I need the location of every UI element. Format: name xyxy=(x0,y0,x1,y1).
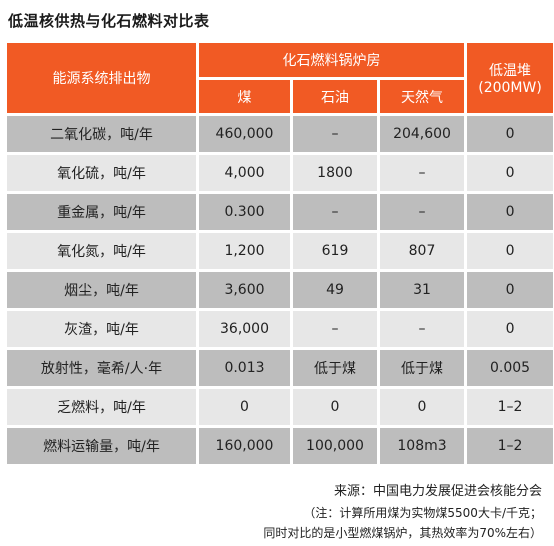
cell-nuclear: 0 xyxy=(467,311,554,347)
cell-nuclear: 0 xyxy=(467,116,554,152)
cell-oil: – xyxy=(293,311,377,347)
cell-nuclear: 1–2 xyxy=(467,428,554,464)
comparison-table: 能源系统排出物 化石燃料锅炉房 低温堆 (200MW) 煤 石油 天然气 二氧化… xyxy=(4,40,554,467)
cell-gas: 31 xyxy=(380,272,465,308)
cell-nuclear: 0 xyxy=(467,233,554,269)
header-emission: 能源系统排出物 xyxy=(7,43,196,113)
cell-oil: 低于煤 xyxy=(293,350,377,386)
cell-oil: – xyxy=(293,194,377,230)
row-label: 氧化氮，吨/年 xyxy=(7,233,196,269)
cell-coal: 4,000 xyxy=(199,155,290,191)
table-row: 放射性，毫希/人·年 0.013 低于煤 低于煤 0.005 xyxy=(7,350,554,386)
row-label: 放射性，毫希/人·年 xyxy=(7,350,196,386)
header-nuclear-line1: 低温堆 xyxy=(489,63,532,79)
table-row: 乏燃料，吨/年 0 0 0 1–2 xyxy=(7,389,554,425)
row-label: 燃料运输量，吨/年 xyxy=(7,428,196,464)
row-label: 氧化硫，吨/年 xyxy=(7,155,196,191)
cell-nuclear: 0 xyxy=(467,272,554,308)
source-credit: 来源：中国电力发展促进会核能分会 xyxy=(333,484,542,499)
cell-nuclear: 0 xyxy=(467,194,554,230)
footnote-line-2: 同时对比的是小型燃煤锅炉，其热效率为70%左右） xyxy=(263,526,542,540)
cell-coal: 0.013 xyxy=(199,350,290,386)
cell-gas: – xyxy=(380,311,465,347)
header-nuclear: 低温堆 (200MW) xyxy=(467,43,554,113)
header-oil: 石油 xyxy=(293,80,377,113)
cell-gas: 低于煤 xyxy=(380,350,465,386)
cell-gas: 0 xyxy=(380,389,465,425)
table-row: 灰渣，吨/年 36,000 – – 0 xyxy=(7,311,554,347)
page-title: 低温核供热与化石燃料对比表 xyxy=(8,12,210,30)
table-row: 氧化硫，吨/年 4,000 1800 – 0 xyxy=(7,155,554,191)
cell-coal: 3,600 xyxy=(199,272,290,308)
table-row: 重金属，吨/年 0.300 – – 0 xyxy=(7,194,554,230)
cell-gas: 204,600 xyxy=(380,116,465,152)
cell-gas: 807 xyxy=(380,233,465,269)
row-label: 烟尘，吨/年 xyxy=(7,272,196,308)
cell-nuclear: 0.005 xyxy=(467,350,554,386)
cell-nuclear: 0 xyxy=(467,155,554,191)
cell-coal: 1,200 xyxy=(199,233,290,269)
row-label: 乏燃料，吨/年 xyxy=(7,389,196,425)
header-fossil-group: 化石燃料锅炉房 xyxy=(199,43,465,77)
footnote-line-1: （注：计算所用煤为实物煤5500大卡/千克； xyxy=(303,506,542,520)
cell-oil: 49 xyxy=(293,272,377,308)
cell-oil: 1800 xyxy=(293,155,377,191)
row-label: 灰渣，吨/年 xyxy=(7,311,196,347)
cell-gas: 108m3 xyxy=(380,428,465,464)
cell-gas: – xyxy=(380,155,465,191)
table-row: 二氧化碳，吨/年 460,000 – 204,600 0 xyxy=(7,116,554,152)
table-row: 烟尘，吨/年 3,600 49 31 0 xyxy=(7,272,554,308)
header-coal: 煤 xyxy=(199,80,290,113)
row-label: 二氧化碳，吨/年 xyxy=(7,116,196,152)
table-row: 氧化氮，吨/年 1,200 619 807 0 xyxy=(7,233,554,269)
cell-coal: 36,000 xyxy=(199,311,290,347)
cell-coal: 460,000 xyxy=(199,116,290,152)
cell-oil: 619 xyxy=(293,233,377,269)
cell-nuclear: 1–2 xyxy=(467,389,554,425)
table-row: 燃料运输量，吨/年 160,000 100,000 108m3 1–2 xyxy=(7,428,554,464)
cell-oil: 100,000 xyxy=(293,428,377,464)
header-nuclear-line2: (200MW) xyxy=(478,80,542,96)
cell-oil: 0 xyxy=(293,389,377,425)
cell-coal: 160,000 xyxy=(199,428,290,464)
cell-coal: 0.300 xyxy=(199,194,290,230)
cell-coal: 0 xyxy=(199,389,290,425)
row-label: 重金属，吨/年 xyxy=(7,194,196,230)
cell-oil: – xyxy=(293,116,377,152)
cell-gas: – xyxy=(380,194,465,230)
header-gas: 天然气 xyxy=(380,80,465,113)
